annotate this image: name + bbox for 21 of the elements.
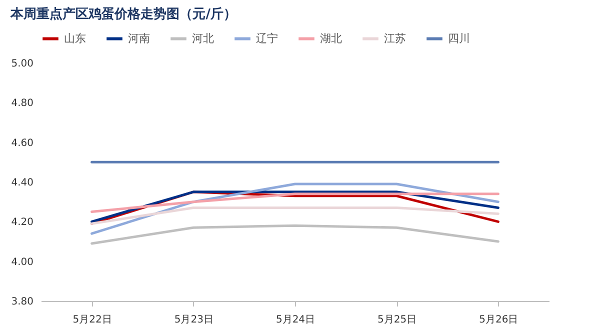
x-tick-label: 5月25日 (378, 314, 417, 326)
legend-label: 山东 (64, 32, 86, 45)
x-tick-label: 5月26日 (479, 314, 518, 326)
chart-title: 本周重点产区鸡蛋价格走势图（元/斤） (10, 6, 236, 22)
legend-label: 河南 (128, 32, 150, 45)
y-tick-label: 3.80 (11, 296, 34, 308)
x-tick-label: 5月23日 (174, 314, 214, 326)
y-tick-label: 4.60 (11, 138, 34, 149)
x-tick-label: 5月24日 (276, 314, 316, 326)
legend-label: 辽宁 (256, 32, 278, 45)
y-tick-label: 4.80 (11, 98, 34, 110)
legend-label: 江苏 (384, 32, 406, 45)
x-tick-label: 5月22日 (72, 314, 112, 326)
y-tick-label: 4.00 (11, 256, 34, 268)
y-tick-label: 5.00 (11, 58, 34, 70)
y-tick-label: 4.20 (11, 217, 34, 228)
legend-label: 湖北 (320, 32, 342, 45)
legend-label: 四川 (448, 32, 470, 45)
line-series (90, 224, 500, 245)
y-tick-label: 4.40 (11, 178, 34, 188)
legend-label: 河北 (192, 32, 214, 45)
